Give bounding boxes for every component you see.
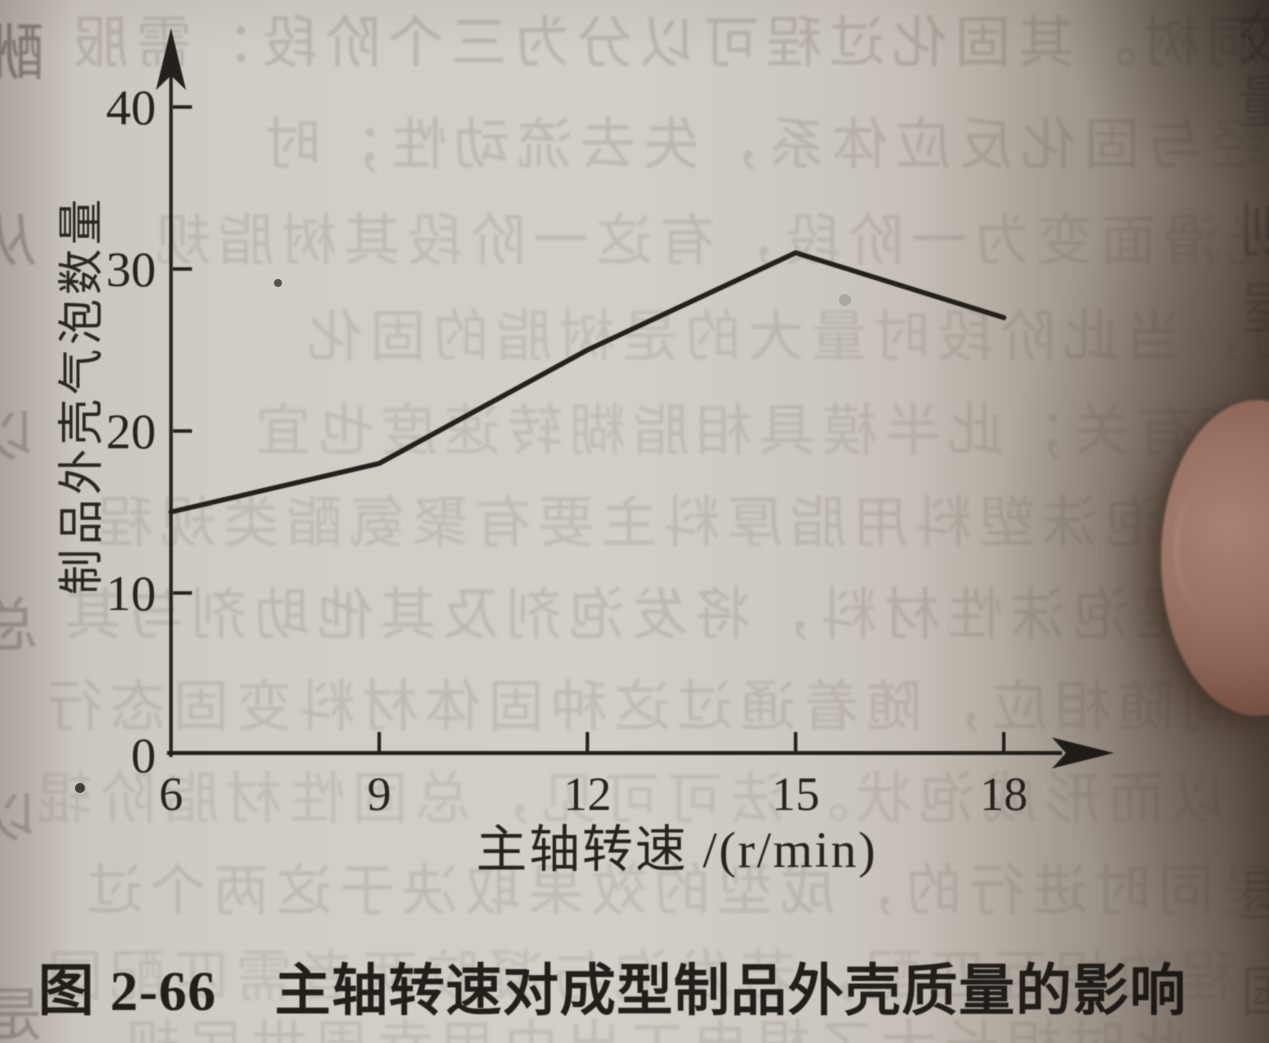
dust-speck	[839, 294, 851, 306]
x-axis-title: 主轴转速 /(r/min)	[476, 823, 878, 879]
dust-speck	[75, 783, 85, 793]
x-tick-label: 6	[159, 768, 183, 821]
x-tick-label: 9	[367, 768, 392, 821]
data-line	[168, 250, 1007, 515]
y-axis-title: 制品外壳气泡数量	[56, 195, 107, 595]
figure-caption: 图 2-66 主轴转速对成型制品外壳质量的影响	[38, 946, 1198, 1027]
figure-number: 图 2-66	[38, 961, 217, 1023]
dust-speck	[274, 279, 282, 287]
x-tick-label: 18	[979, 768, 1028, 821]
figure-title: 主轴转速对成型制品外壳质量的影响	[274, 961, 1187, 1023]
y-tick-label: 40	[106, 79, 156, 135]
fingerprint-highlight	[1175, 484, 1248, 614]
